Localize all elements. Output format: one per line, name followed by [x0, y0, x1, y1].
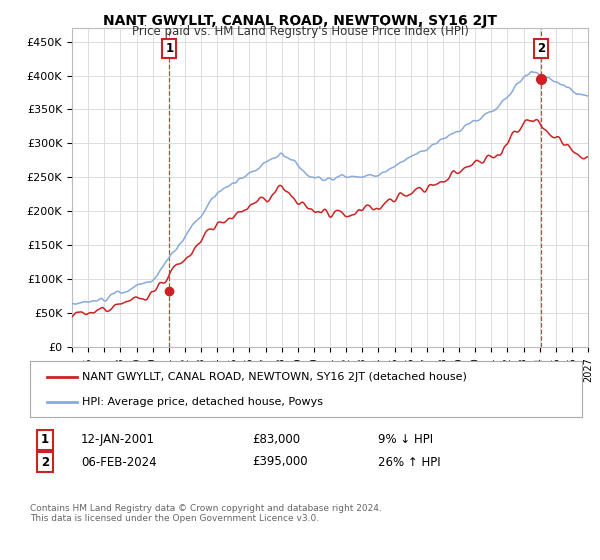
Text: 2: 2 — [537, 42, 545, 55]
Text: 2: 2 — [41, 455, 49, 469]
Text: Contains HM Land Registry data © Crown copyright and database right 2024.
This d: Contains HM Land Registry data © Crown c… — [30, 504, 382, 524]
Text: NANT GWYLLT, CANAL ROAD, NEWTOWN, SY16 2JT: NANT GWYLLT, CANAL ROAD, NEWTOWN, SY16 2… — [103, 14, 497, 28]
Text: £395,000: £395,000 — [252, 455, 308, 469]
Text: Price paid vs. HM Land Registry's House Price Index (HPI): Price paid vs. HM Land Registry's House … — [131, 25, 469, 38]
Text: 26% ↑ HPI: 26% ↑ HPI — [378, 455, 440, 469]
Text: NANT GWYLLT, CANAL ROAD, NEWTOWN, SY16 2JT (detached house): NANT GWYLLT, CANAL ROAD, NEWTOWN, SY16 2… — [82, 372, 467, 382]
Text: 06-FEB-2024: 06-FEB-2024 — [81, 455, 157, 469]
Text: 12-JAN-2001: 12-JAN-2001 — [81, 433, 155, 446]
Text: 9% ↓ HPI: 9% ↓ HPI — [378, 433, 433, 446]
Text: HPI: Average price, detached house, Powys: HPI: Average price, detached house, Powy… — [82, 396, 323, 407]
Text: 1: 1 — [166, 42, 173, 55]
Text: 1: 1 — [41, 433, 49, 446]
Text: £83,000: £83,000 — [252, 433, 300, 446]
